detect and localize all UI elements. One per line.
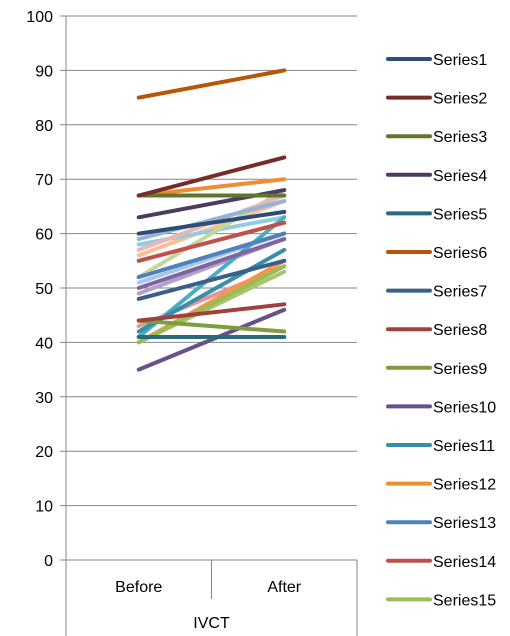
axes: 0 10 20 30 40 50 60 70 80 90 100 Before After IVCT [26,9,358,636]
y-tick-label: 10 [35,499,53,516]
y-tick-label: 20 [35,444,53,461]
x-group-label: IVCT [193,615,230,632]
legend-label: Series2 [433,91,487,108]
legend-label: Series3 [433,129,487,146]
series-line-10 [136,307,287,372]
legend-label: Series4 [433,168,487,185]
x-category-label: Before [115,579,162,596]
series-line-16 [136,237,287,290]
legend: Series1 Series2 Series3 Series4 Series5 Serie… [386,52,496,609]
series-line-15 [136,264,287,345]
y-tick-label: 100 [26,9,53,26]
legend-label: Series1 [433,52,487,69]
legend-label: Series9 [433,361,487,378]
y-tick-label: 50 [35,281,53,298]
legend-label: Series5 [433,206,487,223]
series-line-19 [136,198,287,242]
y-tick-label: 40 [35,335,53,352]
legend-label: Series13 [433,515,496,532]
series-line-9 [136,318,287,334]
legend-label: Series8 [433,322,487,339]
y-tick-label: 90 [35,63,53,80]
legend-label: Series6 [433,245,487,262]
y-tick-label: 0 [44,553,53,570]
legend-label: Series15 [433,592,496,609]
series-line-14 [136,220,287,263]
series-line-12 [136,177,287,198]
y-tick-label: 70 [35,172,53,189]
series-line-2 [136,155,287,198]
y-tick-label: 30 [35,390,53,407]
legend-label: Series12 [433,477,496,494]
series-line-24 [136,198,287,258]
legend-label: Series7 [433,284,487,301]
legend-label: Series11 [433,438,495,455]
series-line-7 [136,258,287,301]
series-line-8 [136,302,287,323]
series-lines [136,68,287,372]
legend-label: Series14 [433,554,496,571]
y-tick-label: 80 [35,118,53,135]
legend-label: Series10 [433,399,496,416]
series-line-6 [136,68,287,100]
series-line-1 [136,209,287,236]
series-line-13 [136,231,287,280]
y-tick-label: 60 [35,227,53,244]
x-category-label: After [267,579,301,596]
gridlines [60,15,357,561]
